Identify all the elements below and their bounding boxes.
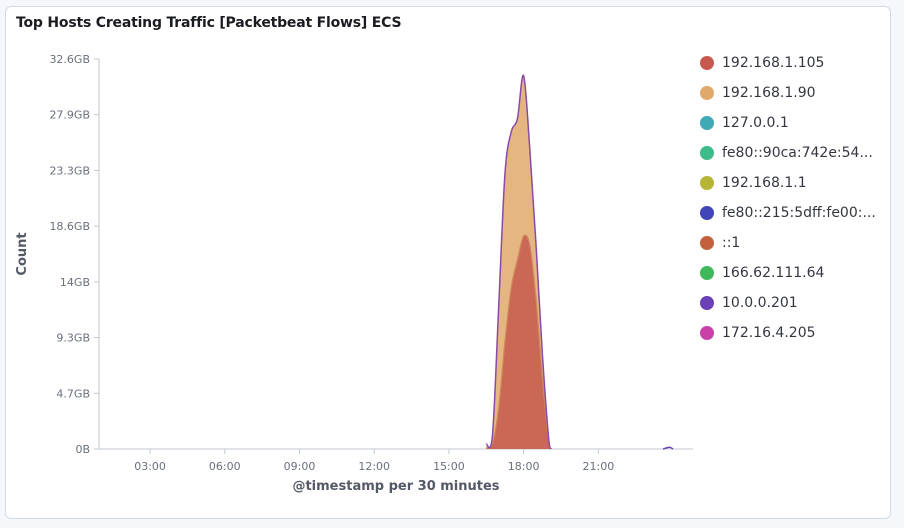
line-series-10-0-0-201 bbox=[662, 446, 674, 450]
legend-label: 127.0.0.1 bbox=[722, 115, 789, 131]
legend-label: ::1 bbox=[722, 235, 741, 251]
legend-color-dot bbox=[700, 266, 714, 280]
y-tick-label: 18.6GB bbox=[49, 220, 90, 233]
legend-label: 192.168.1.105 bbox=[722, 55, 825, 71]
legend-item[interactable]: 192.168.1.90 bbox=[700, 78, 876, 108]
legend-item[interactable]: fe80::215:5dff:fe00:... bbox=[700, 198, 876, 228]
legend-color-dot bbox=[700, 326, 714, 340]
x-axis-title: @timestamp per 30 minutes bbox=[292, 479, 499, 494]
legend-label: fe80::215:5dff:fe00:... bbox=[722, 205, 876, 221]
x-tick-label: 21:00 bbox=[583, 460, 615, 473]
legend-color-dot bbox=[700, 86, 714, 100]
x-tick-label: 18:00 bbox=[508, 460, 540, 473]
legend-label: 172.16.4.205 bbox=[722, 325, 816, 341]
legend-item[interactable]: fe80::90ca:742e:54... bbox=[700, 138, 876, 168]
legend-item[interactable]: 10.0.0.201 bbox=[700, 288, 876, 318]
legend-label: fe80::90ca:742e:54... bbox=[722, 145, 873, 161]
legend-item[interactable]: 192.168.1.1 bbox=[700, 168, 876, 198]
legend-item[interactable]: 172.16.4.205 bbox=[700, 318, 876, 348]
legend-item[interactable]: 192.168.1.105 bbox=[700, 48, 876, 78]
legend-color-dot bbox=[700, 176, 714, 190]
x-tick-label: 15:00 bbox=[433, 460, 465, 473]
line-series-total bbox=[485, 74, 552, 450]
legend-item[interactable]: 166.62.111.64 bbox=[700, 258, 876, 288]
legend-color-dot bbox=[700, 206, 714, 220]
legend-item[interactable]: 127.0.0.1 bbox=[700, 108, 876, 138]
legend-label: 166.62.111.64 bbox=[722, 265, 825, 281]
y-tick-label: 27.9GB bbox=[49, 109, 90, 122]
y-tick-label: 4.7GB bbox=[56, 387, 90, 400]
x-tick-label: 06:00 bbox=[209, 460, 241, 473]
legend-label: 192.168.1.90 bbox=[722, 85, 816, 101]
x-tick-label: 03:00 bbox=[134, 460, 166, 473]
legend-color-dot bbox=[700, 146, 714, 160]
line-series-192-168-1-105 bbox=[485, 234, 552, 450]
legend-color-dot bbox=[700, 56, 714, 70]
y-tick-label: 32.6GB bbox=[49, 53, 90, 66]
legend-color-dot bbox=[700, 296, 714, 310]
legend-color-dot bbox=[700, 116, 714, 130]
visualization-panel: Top Hosts Creating Traffic [Packetbeat F… bbox=[5, 6, 891, 519]
legend-label: 10.0.0.201 bbox=[722, 295, 798, 311]
legend-item[interactable]: ::1 bbox=[700, 228, 876, 258]
legend-color-dot bbox=[700, 236, 714, 250]
panel-title: Top Hosts Creating Traffic [Packetbeat F… bbox=[16, 15, 402, 31]
y-tick-label: 14GB bbox=[60, 276, 90, 289]
y-tick-label: 0B bbox=[75, 443, 90, 456]
legend-label: 192.168.1.1 bbox=[722, 175, 807, 191]
y-tick-label: 23.3GB bbox=[49, 164, 90, 177]
x-tick-label: 09:00 bbox=[284, 460, 316, 473]
y-axis-title: Count bbox=[15, 232, 30, 275]
x-tick-label: 12:00 bbox=[358, 460, 390, 473]
y-tick-label: 9.3GB bbox=[56, 332, 90, 345]
